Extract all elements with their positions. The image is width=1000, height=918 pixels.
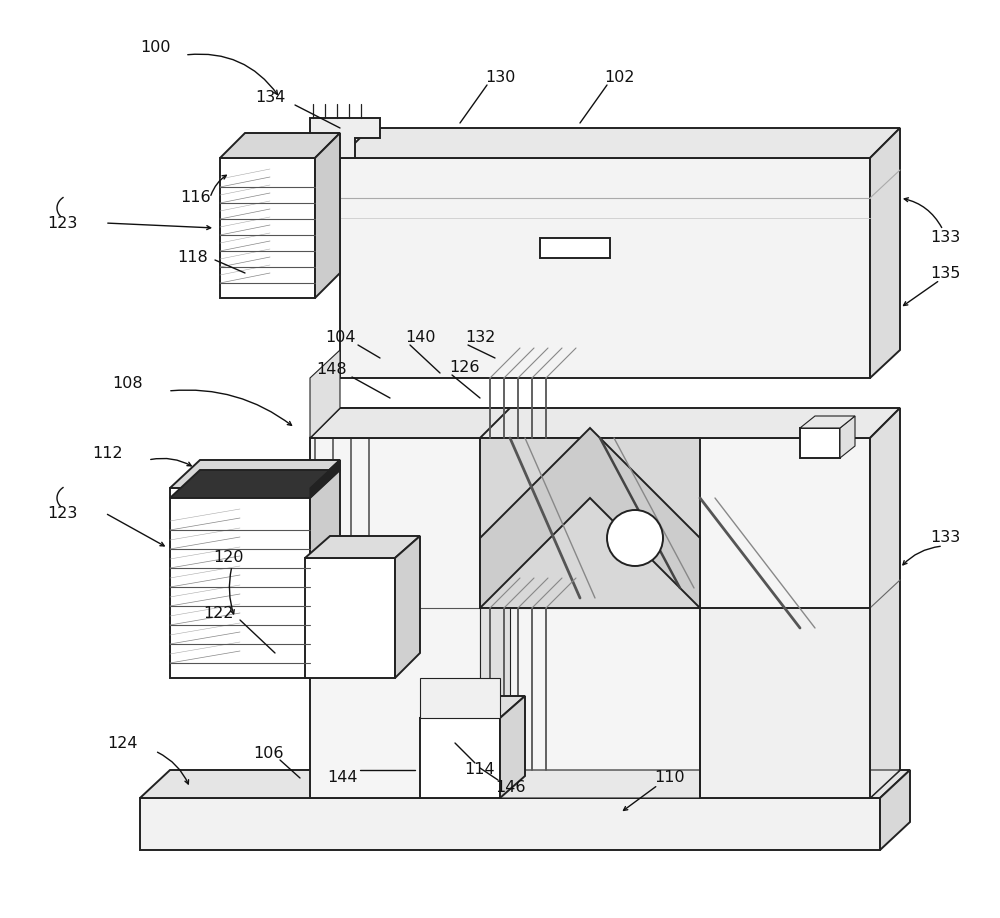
Text: 100: 100 [140, 40, 170, 55]
Text: 146: 146 [495, 780, 525, 796]
Text: 144: 144 [327, 770, 357, 786]
Text: 140: 140 [405, 330, 435, 345]
Polygon shape [500, 696, 525, 798]
Polygon shape [140, 770, 910, 798]
Polygon shape [140, 798, 880, 850]
Text: 104: 104 [325, 330, 355, 345]
Polygon shape [395, 536, 420, 678]
Polygon shape [310, 438, 870, 798]
Polygon shape [540, 238, 610, 258]
Text: 114: 114 [465, 763, 495, 778]
Text: 116: 116 [181, 191, 211, 206]
Polygon shape [420, 696, 525, 718]
Polygon shape [305, 536, 420, 558]
Text: 123: 123 [47, 506, 77, 521]
Polygon shape [700, 608, 870, 798]
Text: 123: 123 [47, 216, 77, 230]
Text: 102: 102 [605, 71, 635, 85]
Polygon shape [480, 428, 700, 608]
Text: 133: 133 [930, 230, 960, 245]
Polygon shape [310, 408, 510, 438]
Text: 132: 132 [465, 330, 495, 345]
Polygon shape [420, 678, 500, 718]
Polygon shape [340, 158, 870, 378]
Text: 135: 135 [930, 265, 960, 281]
Polygon shape [170, 470, 340, 498]
Polygon shape [170, 460, 340, 488]
Polygon shape [310, 118, 380, 158]
Polygon shape [480, 438, 700, 608]
Polygon shape [315, 133, 340, 298]
Polygon shape [840, 416, 855, 458]
Polygon shape [310, 408, 900, 438]
Polygon shape [220, 158, 315, 298]
Polygon shape [310, 460, 340, 678]
Polygon shape [170, 488, 310, 678]
Polygon shape [310, 350, 340, 438]
Text: 126: 126 [449, 361, 479, 375]
Polygon shape [480, 770, 900, 798]
Text: 134: 134 [255, 91, 285, 106]
Text: 124: 124 [107, 735, 137, 751]
Polygon shape [310, 460, 340, 498]
Polygon shape [305, 558, 395, 678]
Polygon shape [870, 408, 900, 798]
Text: 112: 112 [93, 445, 123, 461]
Text: 118: 118 [178, 251, 208, 265]
Text: 110: 110 [655, 770, 685, 786]
Circle shape [607, 510, 663, 566]
Polygon shape [800, 428, 840, 458]
Text: 148: 148 [317, 363, 347, 377]
Polygon shape [340, 128, 900, 158]
Text: 120: 120 [213, 551, 243, 565]
Text: 108: 108 [113, 375, 143, 390]
Polygon shape [220, 133, 340, 158]
Polygon shape [420, 718, 500, 798]
Polygon shape [880, 770, 910, 850]
Polygon shape [870, 128, 900, 378]
Text: 130: 130 [485, 71, 515, 85]
Polygon shape [800, 416, 855, 428]
Text: 133: 133 [930, 531, 960, 545]
Text: 106: 106 [253, 745, 283, 760]
Polygon shape [480, 438, 510, 770]
Text: 122: 122 [203, 606, 233, 621]
